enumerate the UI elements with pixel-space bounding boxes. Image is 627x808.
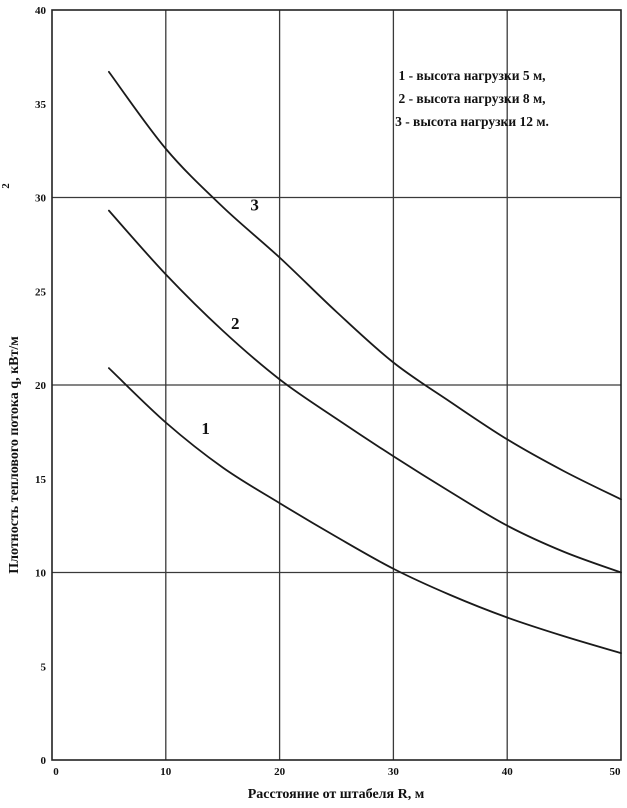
y-axis-unit-superscript: 2: [0, 183, 12, 189]
legend: 1 - высота нагрузки 5 м, 2 - высота нагру…: [395, 68, 549, 129]
y-tick-label: 40: [35, 5, 47, 17]
y-axis-title: Плотность теплового потока q, кВт/м: [7, 336, 22, 574]
curve-labels: 1 2 3: [201, 196, 258, 438]
x-axis-title: Расстояние от штабеля R, м: [248, 787, 425, 802]
y-tick-label: 5: [41, 661, 47, 673]
x-tick-labels: 0 10 20 30 40 50: [53, 766, 621, 778]
y-tick-labels: 0 5 10 15 20 25 30 35 40: [35, 5, 47, 767]
series-lines: [108, 70, 622, 655]
legend-entry: 1 - высота нагрузки 5 м,: [398, 68, 545, 83]
x-tick-label: 0: [53, 766, 59, 778]
y-tick-label: 20: [35, 380, 47, 392]
y-tick-label: 35: [35, 99, 47, 111]
curve-label-3: 3: [250, 196, 259, 215]
series-line-1: [108, 367, 622, 655]
series-line-3: [108, 70, 622, 501]
y-tick-label: 25: [35, 286, 47, 298]
grid-lines: [52, 10, 621, 760]
y-tick-label: 0: [41, 755, 47, 767]
y-axis-title-group: Плотность теплового потока q, кВт/м 2: [0, 183, 22, 574]
curve-label-1: 1: [201, 419, 210, 438]
x-tick-label: 20: [274, 766, 286, 778]
x-tick-label: 30: [388, 766, 400, 778]
legend-entry: 3 - высота нагрузки 12 м.: [395, 114, 549, 129]
series-line-2: [108, 209, 622, 574]
x-tick-label: 50: [610, 766, 622, 778]
legend-entry: 2 - высота нагрузки 8 м,: [398, 91, 545, 106]
y-tick-label: 30: [35, 193, 47, 205]
y-tick-label: 10: [35, 568, 47, 580]
x-tick-label: 10: [160, 766, 172, 778]
curve-label-2: 2: [231, 314, 240, 333]
plot-frame: [51, 9, 622, 761]
x-tick-label: 40: [502, 766, 514, 778]
y-tick-label: 15: [35, 474, 47, 486]
